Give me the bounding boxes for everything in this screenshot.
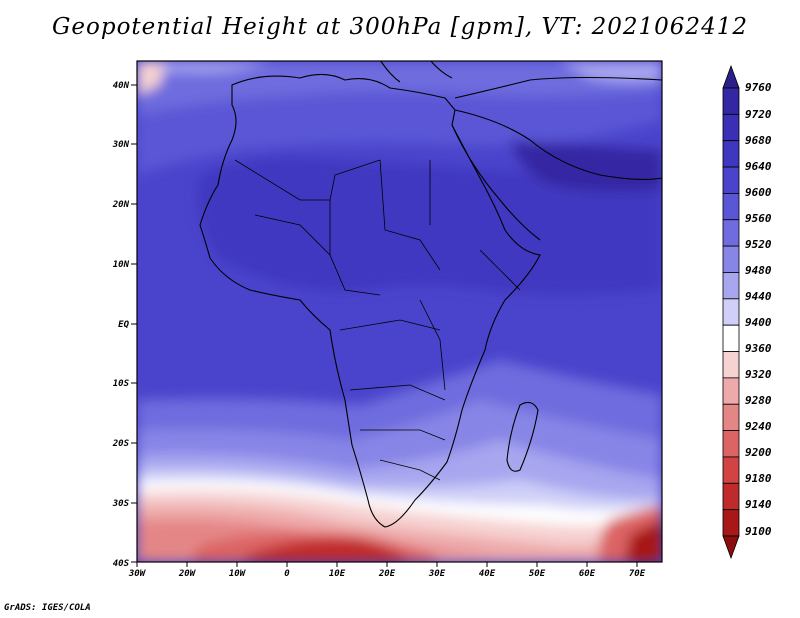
colorbar-box (722, 298, 740, 326)
colorbar-box (722, 403, 740, 431)
lat-label: 30S (112, 499, 130, 509)
colorbar-bottom-arrow (722, 535, 740, 560)
lat-label: 30N (112, 140, 130, 150)
colorbar-box (722, 456, 740, 484)
lon-label: 70E (629, 569, 646, 579)
lon-label: 30W (128, 569, 147, 579)
colorbar-label: 9400 (745, 316, 772, 329)
lon-label: 10E (329, 569, 346, 579)
plot-frame (136, 60, 663, 563)
colorbar-box (722, 377, 740, 405)
lat-label: 40N (113, 81, 130, 91)
lon-label: 60E (579, 569, 596, 579)
grads-credit: GrADS: IGES/COLA (4, 603, 91, 613)
colorbar-label: 9680 (745, 134, 772, 147)
colorbar-box (722, 430, 740, 458)
colorbar-label: 9280 (745, 394, 772, 407)
lat-label: 10N (113, 260, 130, 270)
colorbar-label: 9140 (745, 498, 772, 511)
colorbar-box (722, 87, 740, 115)
colorbar-top-arrow (722, 64, 740, 89)
lon-label: 10W (229, 569, 247, 579)
colorbar-label: 9760 (745, 81, 772, 94)
colorbar-label: 9180 (745, 472, 772, 485)
colorbar-box (722, 324, 740, 352)
colorbar-label: 9520 (745, 238, 772, 251)
colorbar-label: 9200 (745, 446, 772, 459)
lat-label: 40S (113, 559, 130, 569)
lon-label: 50E (529, 569, 546, 579)
colorbar-box (722, 272, 740, 300)
colorbar-box (722, 166, 740, 194)
map-title: Geopotential Height at 300hPa [gpm], VT:… (52, 14, 748, 40)
lon-label: 20W (178, 569, 197, 579)
colorbar-label: 9600 (745, 186, 772, 199)
axis-ticks (131, 84, 638, 567)
colorbar-label: 9560 (745, 212, 772, 225)
colorbar-box (722, 482, 740, 511)
colorbar-label: 9360 (745, 342, 772, 355)
coastlines (199, 61, 662, 528)
colorbar-box (722, 509, 740, 537)
lon-label: 40E (479, 569, 496, 579)
country-borders (234, 159, 521, 481)
colorbar-label: 9320 (745, 368, 772, 381)
colorbar-box (722, 193, 740, 221)
colorbar-box (722, 113, 740, 142)
colorbar-label: 9640 (745, 160, 772, 173)
height-field (137, 61, 662, 562)
colorbar: 9760 9720 9680 9640 9600 9560 9520 9480 … (722, 64, 772, 560)
lon-label: 0 (284, 569, 290, 579)
colorbar-label: 9100 (745, 525, 772, 538)
colorbar-label: 9440 (745, 290, 772, 303)
lat-label: 10S (113, 379, 130, 389)
colorbar-labels: 9760 9720 9680 9640 9600 9560 9520 9480 … (745, 81, 772, 538)
latitude-labels: 40N 30N 20N 10N EQ 10S 20S 30S 40S (112, 81, 130, 569)
colorbar-label: 9240 (745, 420, 772, 433)
lon-label: 30E (428, 569, 446, 579)
longitude-labels: 30W 20W 10W 0 10E 20E 30E 40E 50E 60E 70… (128, 569, 646, 579)
colorbar-box (722, 140, 740, 168)
colorbar-label: 9720 (745, 108, 772, 121)
colorbar-label: 9480 (745, 264, 772, 277)
lon-label: 20E (378, 569, 396, 579)
lat-label: 20N (112, 200, 130, 210)
colorbar-box (722, 351, 740, 379)
lat-label: 20S (112, 439, 130, 449)
lat-label: EQ (118, 320, 129, 330)
colorbar-box (722, 219, 740, 247)
colorbar-box (722, 245, 740, 273)
